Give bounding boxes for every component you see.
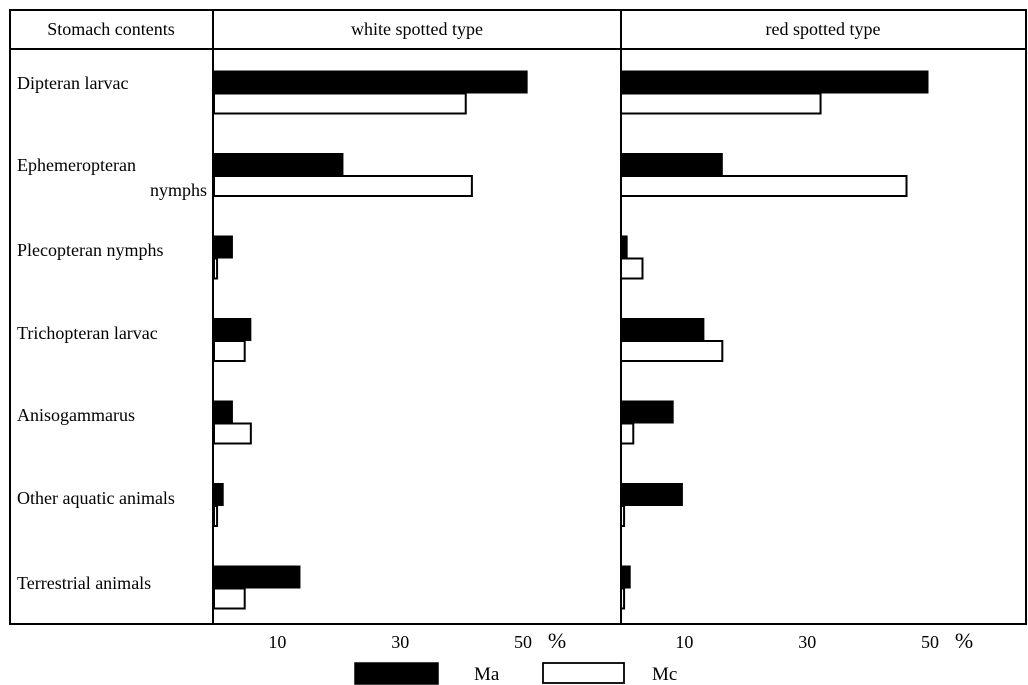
- legend-label-mc: Mc: [652, 664, 677, 685]
- bar-white-mc-0: [213, 92, 467, 115]
- category-label-other-aquatic: Other aquatic animals: [17, 488, 175, 508]
- category-label-anisogammarus: Anisogammarus: [17, 405, 135, 425]
- x-tick-label-white-10: 10: [268, 632, 286, 652]
- bar-white-ma-0: [213, 70, 528, 94]
- bar-white-ma-3: [213, 318, 252, 341]
- bar-white-mc-4: [213, 422, 252, 445]
- category-label-ephemeropteran-line2: nymphs: [150, 180, 207, 200]
- bar-red-ma-6: [620, 565, 631, 589]
- legend-label-ma: Ma: [474, 664, 500, 685]
- bar-white-mc-5: [213, 505, 219, 527]
- bar-red-mc-2: [620, 257, 644, 280]
- x-unit-label-white: %: [548, 628, 566, 653]
- bar-red-ma-4: [620, 400, 674, 424]
- category-label-terrestrial: Terrestrial animals: [17, 573, 151, 593]
- category-labels: Dipteran larvac Ephemeropteran nymphs Pl…: [17, 73, 207, 593]
- panel-title-white-spotted: white spotted type: [351, 19, 483, 39]
- outer-border: [9, 9, 1027, 625]
- bar-white-mc-2: [213, 257, 219, 280]
- bar-white-mc-6: [213, 587, 246, 610]
- bar-marks: [213, 70, 929, 610]
- bar-white-ma-2: [213, 235, 233, 259]
- bar-red-ma-0: [620, 70, 929, 94]
- bar-red-ma-3: [620, 318, 705, 341]
- bar-white-mc-3: [213, 340, 246, 362]
- bar-white-ma-4: [213, 400, 233, 424]
- bar-white-ma-5: [213, 483, 224, 506]
- category-label-plecopteran: Plecopteran nymphs: [17, 240, 163, 260]
- x-tick-label-white-50: 50: [514, 632, 532, 652]
- category-label-dipteran: Dipteran larvac: [17, 73, 128, 93]
- table-frame: [9, 9, 1027, 625]
- category-label-trichopteran: Trichopteran larvac: [17, 323, 158, 343]
- x-tick-label-red-50: 50: [921, 632, 939, 652]
- legend-swatch-mc: [542, 662, 625, 684]
- x-tick-label-white-30: 30: [391, 632, 409, 652]
- bar-red-ma-1: [620, 153, 723, 176]
- header-stomach-contents: Stomach contents: [47, 19, 174, 39]
- panel-title-red-spotted: red spotted type: [766, 19, 881, 39]
- bar-red-ma-2: [620, 235, 628, 259]
- bar-white-ma-6: [213, 565, 301, 589]
- bar-red-mc-3: [620, 340, 724, 362]
- legend-swatch-ma: [354, 662, 439, 685]
- x-tick-label-red-30: 30: [798, 632, 816, 652]
- bar-red-mc-4: [620, 422, 635, 445]
- legend: Ma Mc: [354, 662, 677, 685]
- bar-white-ma-1: [213, 153, 344, 176]
- x-tick-label-red-10: 10: [675, 632, 693, 652]
- x-unit-label-red: %: [955, 628, 973, 653]
- bar-red-mc-5: [620, 505, 626, 527]
- category-label-ephemeropteran: Ephemeropteran: [17, 155, 136, 175]
- bar-red-mc-0: [620, 92, 822, 115]
- bar-red-ma-5: [620, 483, 683, 506]
- bar-red-mc-6: [620, 587, 626, 610]
- bar-white-mc-1: [213, 175, 473, 197]
- x-tick-labels: 10 30 50% 10 30 50%: [268, 628, 973, 653]
- bar-red-mc-1: [620, 175, 908, 197]
